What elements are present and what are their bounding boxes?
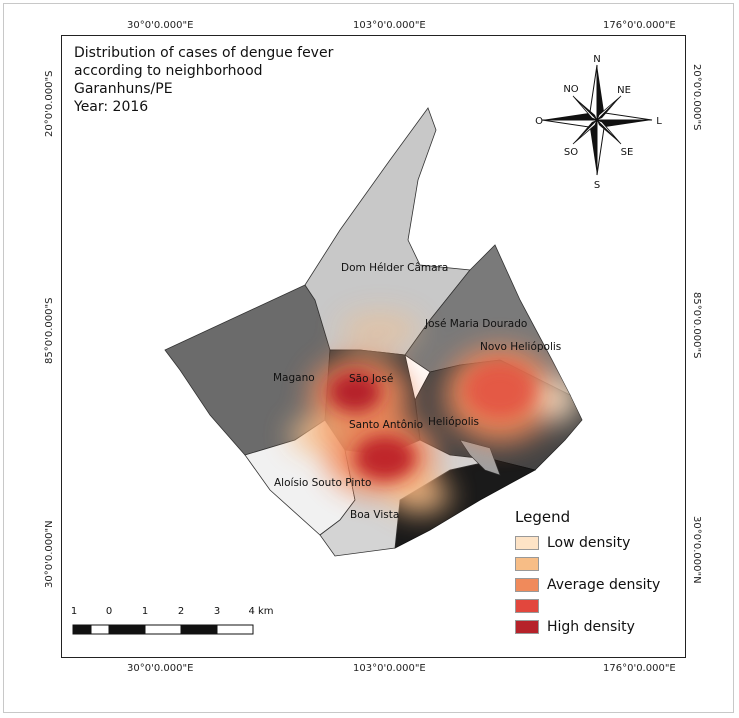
legend-swatch	[515, 577, 539, 592]
region-pocket	[459, 439, 501, 476]
label-boa-vista: Boa Vista	[350, 509, 399, 521]
scale-bar-graphic	[72, 624, 254, 635]
coord-top-3: 176°0'0.000"E	[603, 20, 676, 31]
label-jose-maria: José Maria Dourado	[424, 318, 527, 330]
label-heliopolis: Heliópolis	[428, 416, 479, 428]
scale-label-2km: 2	[177, 606, 185, 617]
coord-bottom-3: 176°0'0.000"E	[603, 663, 676, 674]
scale-bar: 1 0 1 2 3 4 km	[70, 606, 274, 636]
legend-item-5: High density	[515, 616, 660, 637]
title-line-3: Garanhuns/PE	[74, 81, 173, 97]
label-novo-heliopolis: Novo Heliópolis	[480, 341, 561, 353]
legend-swatch	[515, 535, 539, 550]
title-line-1: Distribution of cases of dengue fever	[74, 45, 334, 61]
scale-label-4km: 4 km	[248, 606, 274, 617]
title-line-4: Year: 2016	[74, 99, 149, 115]
figure-frame	[3, 3, 734, 713]
compass-se: SE	[621, 147, 634, 158]
coord-bottom-2: 103°0'0.000"E	[353, 663, 426, 674]
legend-title: Legend	[515, 508, 571, 526]
compass-s: S	[594, 180, 600, 191]
scale-label-1: 1	[70, 606, 78, 617]
label-santo-antonio: Santo Antônio	[349, 419, 423, 431]
legend-item-1: Low density	[515, 532, 660, 553]
legend-swatch	[515, 598, 539, 613]
legend-item-2	[515, 553, 660, 574]
compass-ne: NE	[617, 85, 631, 96]
compass-o: O	[535, 116, 543, 127]
scale-label-3km: 3	[213, 606, 221, 617]
legend-swatch	[515, 556, 539, 571]
compass-so: SO	[564, 147, 578, 158]
heatmap-layer	[290, 312, 578, 513]
neighborhood-labels: Dom Hélder Câmara José Maria Dourado Nov…	[273, 262, 561, 521]
compass-rose: N S L O NE NO SE SO	[535, 54, 662, 191]
label-dom-helder: Dom Hélder Câmara	[341, 262, 448, 274]
map-title: Distribution of cases of dengue fever ac…	[74, 44, 333, 116]
map-frame	[61, 35, 686, 658]
legend-swatch	[515, 619, 539, 634]
legend: Legend Low density Average density High …	[515, 508, 660, 637]
coord-top-2: 103°0'0.000"E	[353, 20, 426, 31]
compass-no: NO	[563, 84, 578, 95]
scale-labels: 1 0 1 2 3 4 km	[70, 606, 274, 620]
title-line-2: according to neighborhood	[74, 63, 263, 79]
label-sao-jose: São José	[349, 373, 393, 385]
coord-bottom-1: 30°0'0.000"E	[127, 663, 194, 674]
label-aloisio: Aloísio Souto Pinto	[274, 477, 371, 489]
legend-label: Low density	[547, 534, 631, 551]
label-magano: Magano	[273, 372, 315, 384]
legend-item-4	[515, 595, 660, 616]
coord-top-1: 30°0'0.000"E	[127, 20, 194, 31]
legend-item-3: Average density	[515, 574, 660, 595]
scale-label-0: 0	[105, 606, 113, 617]
legend-label: High density	[547, 618, 635, 635]
scale-label-1km: 1	[141, 606, 149, 617]
compass-l: L	[656, 116, 662, 127]
compass-n: N	[593, 54, 600, 65]
legend-label: Average density	[547, 576, 661, 593]
